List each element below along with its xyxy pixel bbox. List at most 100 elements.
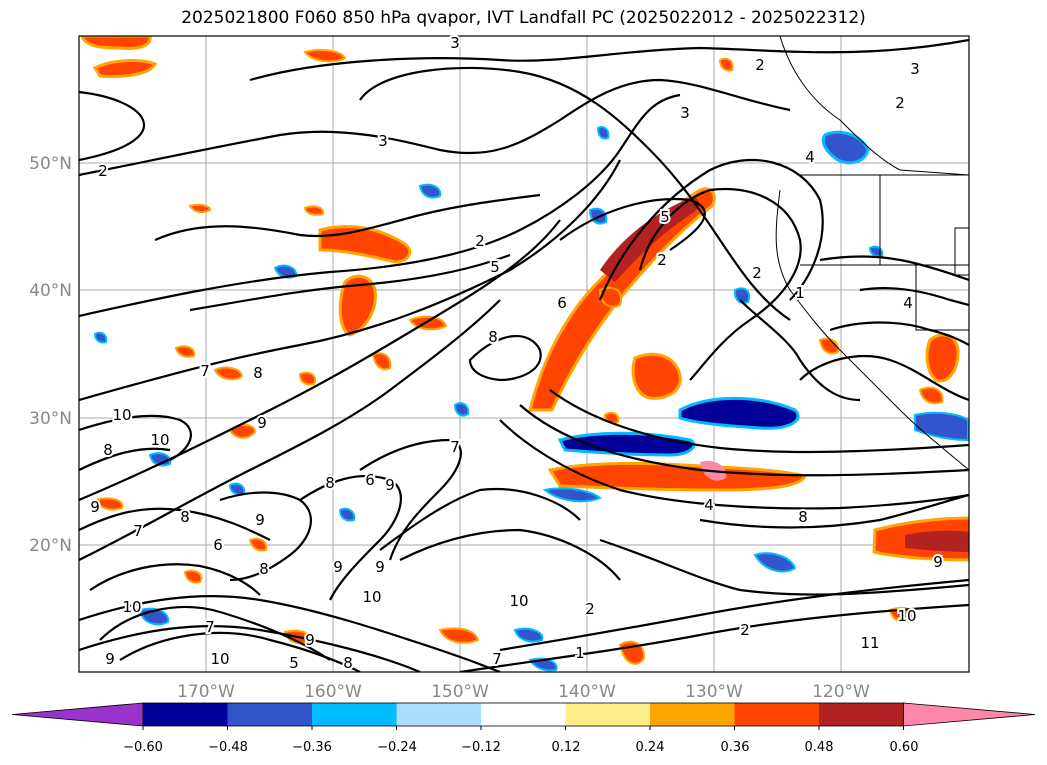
lon-label-170w: 170°W bbox=[177, 682, 235, 702]
anomaly-ne-pacific bbox=[318, 224, 412, 264]
contour-label: 9 bbox=[305, 631, 315, 649]
contour-label: 1 bbox=[795, 284, 805, 302]
longitude-labels: 170°W 160°W 150°W 140°W 130°W 120°W bbox=[177, 682, 870, 702]
contour-label: 9 bbox=[255, 511, 265, 529]
colorbar-segment bbox=[227, 703, 313, 726]
contour-label: 4 bbox=[704, 496, 714, 514]
contour-label: 10 bbox=[150, 431, 169, 449]
colorbar-extend-low bbox=[11, 702, 144, 727]
contour-label: 2 bbox=[895, 94, 905, 112]
contour-label: 7 bbox=[200, 362, 210, 380]
contour-label: 10 bbox=[897, 607, 916, 625]
colorbar-tick: −0.60 bbox=[123, 740, 163, 755]
contour-label: 2 bbox=[98, 162, 108, 180]
contour-label: 4 bbox=[903, 294, 913, 312]
contour-label: 3 bbox=[378, 132, 388, 150]
lon-label-150w: 150°W bbox=[431, 682, 489, 702]
contour-label: 10 bbox=[509, 592, 528, 610]
anomaly-subtropic-blue bbox=[557, 431, 696, 457]
contour-label: 10 bbox=[210, 650, 229, 668]
colorbar-ticks: −0.60 −0.48 −0.36 −0.24 −0.12 0.12 0.24 … bbox=[123, 740, 918, 755]
colorbar-extend-high bbox=[903, 702, 1036, 727]
colorbar-tick: −0.24 bbox=[377, 740, 417, 755]
lon-label-140w: 140°W bbox=[558, 682, 616, 702]
map-area bbox=[79, 36, 969, 672]
contour-label: 7 bbox=[492, 650, 502, 668]
contour-label: 8 bbox=[488, 328, 498, 346]
colorbar-segment bbox=[143, 703, 228, 726]
negative-anomalies bbox=[93, 126, 969, 672]
map-frame bbox=[78, 35, 970, 673]
lon-label-130w: 130°W bbox=[685, 682, 743, 702]
lon-label-160w: 160°W bbox=[304, 682, 362, 702]
lat-label-50n: 50°N bbox=[29, 154, 72, 174]
contour-label: 4 bbox=[805, 148, 815, 166]
contour-label: 8 bbox=[253, 364, 263, 382]
contour-label: 5 bbox=[289, 654, 299, 672]
colorbar-segment bbox=[396, 703, 482, 726]
contour-label: 5 bbox=[490, 258, 500, 276]
map-content bbox=[79, 36, 969, 672]
contour-label: 1 bbox=[575, 644, 585, 662]
contour-label: 8 bbox=[180, 508, 190, 526]
colorbar-tick: 0.24 bbox=[636, 740, 665, 755]
lat-label-20n: 20°N bbox=[29, 536, 72, 556]
colorbar-tick: 0.48 bbox=[805, 740, 834, 755]
contour-label: 2 bbox=[752, 264, 762, 282]
lat-label-30n: 30°N bbox=[29, 409, 72, 429]
colorbar-tick: −0.48 bbox=[208, 740, 248, 755]
colorbar-frame bbox=[142, 702, 904, 727]
contour-label: 2 bbox=[657, 251, 667, 269]
map-title: 2025021800 F060 850 hPa qvapor, IVT Land… bbox=[181, 8, 866, 28]
contour-label: 9 bbox=[333, 558, 343, 576]
contour-label: 8 bbox=[798, 508, 808, 526]
anomaly-ar-plume bbox=[528, 187, 716, 412]
colorbar bbox=[11, 702, 1036, 730]
colorbar-tick: 0.36 bbox=[721, 740, 750, 755]
contour-label: 8 bbox=[343, 654, 353, 672]
colorbar-tick: −0.12 bbox=[461, 740, 501, 755]
contour-label: 10 bbox=[362, 588, 381, 606]
contour-label: 9 bbox=[90, 498, 100, 516]
contour-label: 11 bbox=[860, 634, 879, 652]
contour-label: 6 bbox=[213, 536, 223, 554]
contours bbox=[79, 38, 969, 672]
contour-label: 6 bbox=[557, 294, 567, 312]
lon-label-120w: 120°W bbox=[812, 682, 870, 702]
contour-label: 7 bbox=[450, 438, 460, 456]
contour-label: 6 bbox=[365, 471, 375, 489]
contour-label: 7 bbox=[133, 522, 143, 540]
contour-label: 2 bbox=[755, 56, 765, 74]
colorbar-segment bbox=[734, 703, 820, 726]
contour-label: 8 bbox=[103, 441, 113, 459]
latitude-labels: 50°N 40°N 30°N 20°N bbox=[29, 154, 72, 556]
contour-label: 2 bbox=[585, 600, 595, 618]
contour-label: 9 bbox=[105, 650, 115, 668]
contour-label: 5 bbox=[660, 208, 670, 226]
colorbar-tick: 0.60 bbox=[890, 740, 919, 755]
lat-label-40n: 40°N bbox=[29, 281, 72, 301]
contour-label: 9 bbox=[385, 476, 395, 494]
contour-label: 8 bbox=[259, 560, 269, 578]
contour-label: 8 bbox=[325, 474, 335, 492]
contour-label: 7 bbox=[205, 618, 215, 636]
contour-label: 9 bbox=[257, 414, 267, 432]
contour-label: 10 bbox=[112, 406, 131, 424]
colorbar-segment bbox=[565, 703, 651, 726]
colorbar-segment bbox=[481, 703, 566, 726]
contour-label: 3 bbox=[450, 34, 460, 52]
contour-label: 3 bbox=[910, 60, 920, 78]
colorbar-tick: −0.36 bbox=[292, 740, 332, 755]
colorbar-segment bbox=[312, 703, 397, 726]
contour-label: 2 bbox=[740, 621, 750, 639]
colorbar-segment bbox=[819, 703, 904, 726]
contour-label: 9 bbox=[933, 553, 943, 571]
contour-label: 3 bbox=[680, 104, 690, 122]
contour-label: 9 bbox=[375, 558, 385, 576]
contour-label: 2 bbox=[475, 232, 485, 250]
coastline bbox=[775, 36, 969, 471]
colorbar-segment bbox=[650, 703, 735, 726]
contour-label: 10 bbox=[122, 598, 141, 616]
